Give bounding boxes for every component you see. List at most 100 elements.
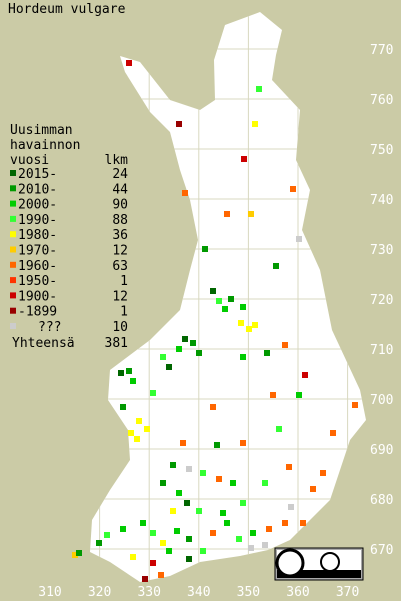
x-axis-label: 360 [286, 585, 309, 600]
observation [120, 526, 126, 532]
y-axis-label: 750 [370, 143, 393, 158]
observation [170, 508, 176, 514]
observation [134, 436, 140, 442]
y-axis-label: 740 [370, 193, 393, 208]
legend-swatch [10, 185, 16, 192]
y-axis-label: 700 [370, 393, 393, 408]
legend-swatch [10, 215, 16, 222]
observation [186, 536, 192, 542]
legend-heading: Uusimman [10, 123, 73, 138]
observation [180, 440, 186, 446]
x-axis-label: 340 [187, 585, 210, 600]
observation [186, 466, 192, 472]
observation [196, 508, 202, 514]
observation [166, 364, 172, 370]
observation [210, 530, 216, 536]
legend-count: 24 [112, 167, 128, 182]
observations [72, 60, 358, 582]
legend-swatch [10, 277, 16, 284]
observation [240, 440, 246, 446]
legend-count: 36 [112, 228, 128, 243]
y-axis-label: 710 [370, 343, 393, 358]
legend-swatch [10, 246, 16, 253]
observation [224, 520, 230, 526]
x-axis-label: 310 [38, 585, 61, 600]
observation [302, 372, 308, 378]
observation [126, 368, 132, 374]
observation [288, 504, 294, 510]
y-axis-label: 770 [370, 43, 393, 58]
observation [176, 490, 182, 496]
observation [140, 520, 146, 526]
legend-swatch [10, 307, 16, 314]
observation [200, 548, 206, 554]
legend-label: 2000- [18, 198, 57, 213]
y-axis-label: 690 [370, 443, 393, 458]
legend-count: 12 [112, 244, 128, 259]
x-axis-label: 350 [237, 585, 260, 600]
observation [273, 263, 279, 269]
observation [210, 288, 216, 294]
total-label: Yhteensä [12, 336, 75, 351]
observation [150, 530, 156, 536]
observation [266, 526, 272, 532]
observation [230, 480, 236, 486]
legend-count: 63 [112, 259, 128, 274]
legend-label: ??? [38, 320, 61, 335]
observation [216, 476, 222, 482]
observation [104, 532, 110, 538]
observation [150, 560, 156, 566]
legend-heading: vuosi [10, 153, 49, 168]
legend-count: 88 [112, 213, 128, 228]
legend-count: 1 [120, 274, 128, 289]
legend-swatch [10, 261, 16, 268]
observation [214, 442, 220, 448]
observation [264, 350, 270, 356]
license-badge [274, 547, 364, 581]
observation [320, 470, 326, 476]
observation [76, 550, 82, 556]
title: Hordeum vulgare [8, 2, 126, 17]
y-axis-label: 760 [370, 93, 393, 108]
observation [240, 354, 246, 360]
observation [130, 554, 136, 560]
observation [220, 510, 226, 516]
observation [252, 322, 258, 328]
legend-label: 1980- [18, 228, 57, 243]
observation [182, 336, 188, 342]
observation [240, 500, 246, 506]
observation [256, 86, 262, 92]
legend-label: 1900- [18, 289, 57, 304]
observation [296, 236, 302, 242]
observation [184, 500, 190, 506]
observation [310, 486, 316, 492]
y-axis-label: 720 [370, 293, 393, 308]
observation [240, 304, 246, 310]
observation [144, 426, 150, 432]
observation [136, 418, 142, 424]
legend-heading: havainnon [10, 138, 80, 153]
legend-count: 44 [112, 182, 128, 197]
observation [246, 326, 252, 332]
legend-swatch [10, 200, 16, 207]
observation [130, 378, 136, 384]
observation [262, 480, 268, 486]
observation [196, 350, 202, 356]
observation [262, 542, 268, 548]
observation [300, 520, 306, 526]
legend-swatch [10, 170, 16, 176]
observation [176, 121, 182, 127]
observation [160, 480, 166, 486]
observation [296, 392, 302, 398]
observation [126, 60, 132, 66]
observation [286, 464, 292, 470]
y-axis-label: 730 [370, 243, 393, 258]
legend-count: 90 [112, 198, 128, 213]
legend-label: 1990- [18, 213, 57, 228]
observation [222, 306, 228, 312]
legend-label: 2015- [18, 167, 57, 182]
legend-count: 10 [112, 320, 128, 335]
observation [282, 520, 288, 526]
observation [96, 540, 102, 546]
